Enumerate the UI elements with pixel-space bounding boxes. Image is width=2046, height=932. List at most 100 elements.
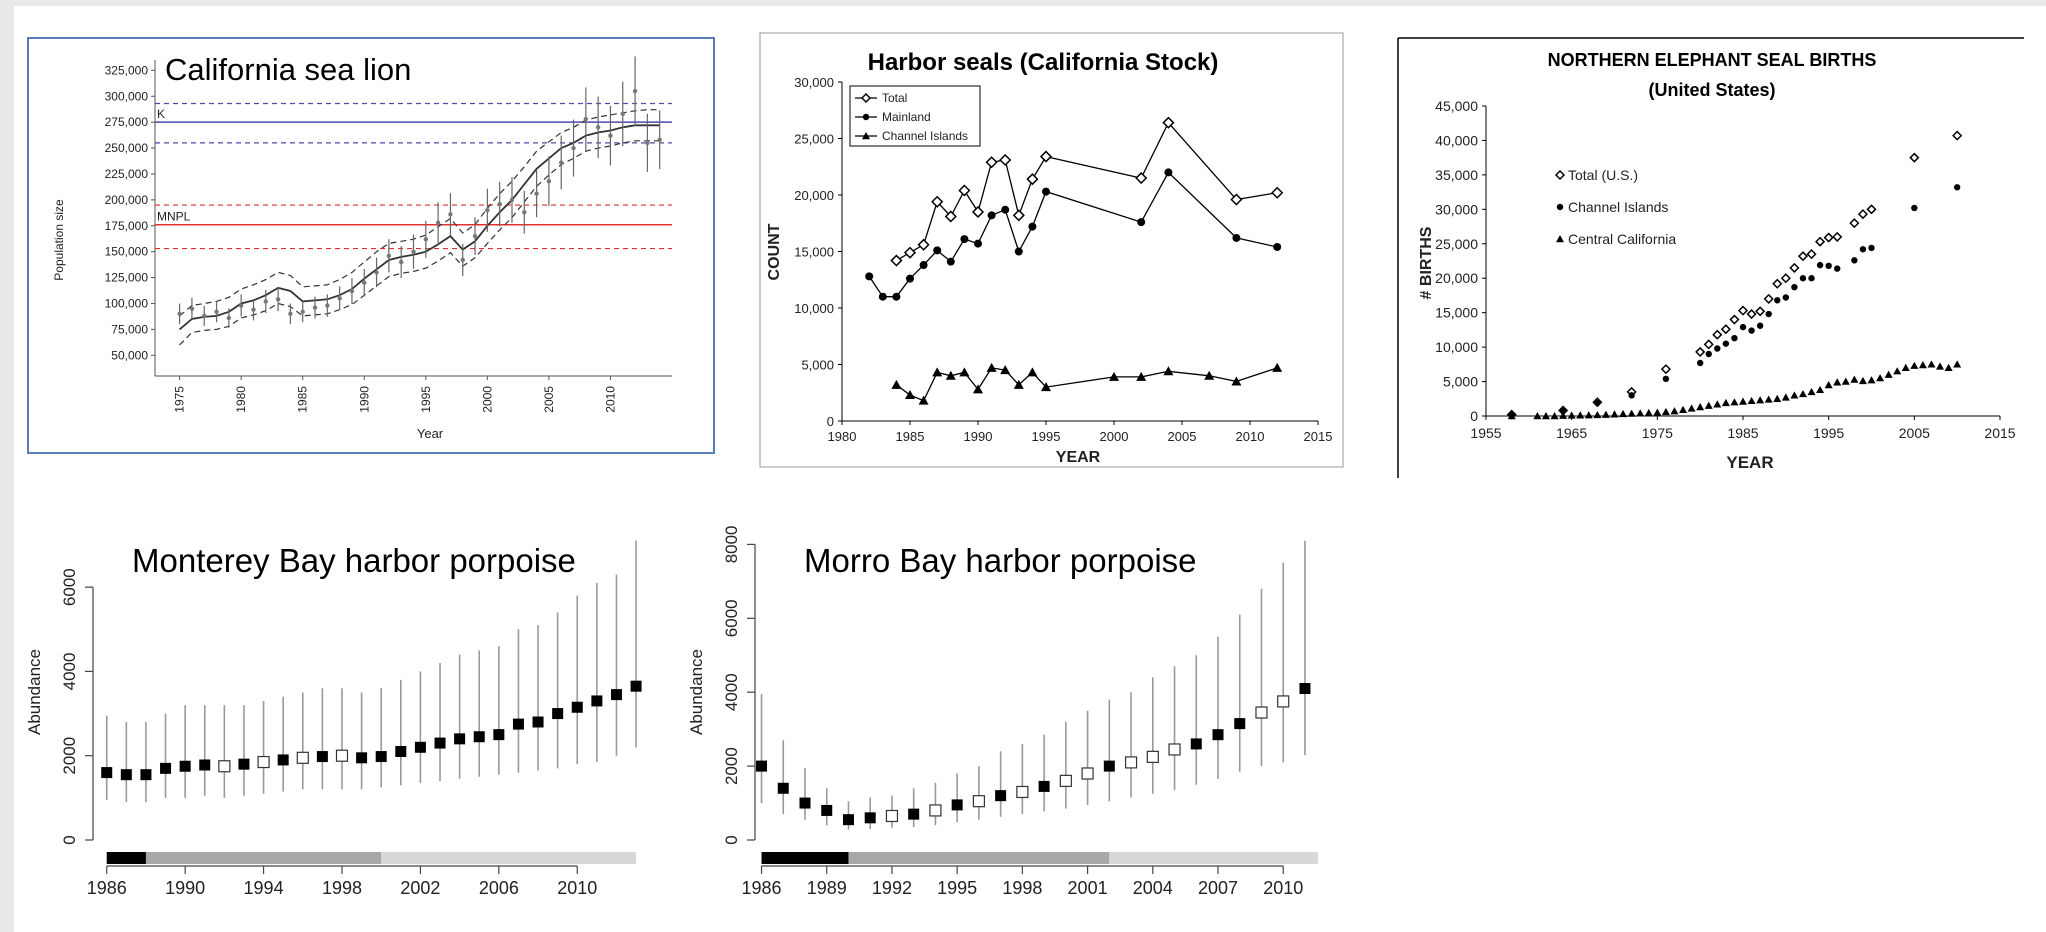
- harbor-seal-legend-label-mainland: Mainland: [882, 110, 931, 124]
- harbor-seal-total-point: [1135, 171, 1148, 185]
- harbor-seal-mainland-point: [1042, 187, 1050, 196]
- elephant-seal-total-u-s--point: [1806, 249, 1817, 260]
- harbor-seal-total-point: [999, 153, 1012, 167]
- elephant-seal-channel-islands-point: [1799, 275, 1807, 282]
- harbor-seal-panel: Harbor seals (California Stock) YEAR COU…: [759, 32, 1344, 468]
- elephant-seal-central-california-point: [1858, 376, 1867, 385]
- elephant-seal-y-tick-label: 30,000: [1435, 201, 1478, 217]
- elephant-seal-central-california-point: [1867, 376, 1876, 384]
- elephant-seal-channel-islands-point: [1559, 407, 1567, 414]
- elephant-seal-central-california-point: [1730, 398, 1739, 406]
- harbor-seal-channel-islands-point: [1231, 376, 1242, 386]
- sea-lion-x-tick-label: 1975: [173, 386, 187, 413]
- elephant-seal-channel-islands-point: [1765, 310, 1772, 318]
- monterey-porpoise-estimate-point: [101, 767, 113, 779]
- elephant-seal-central-california-point: [1807, 387, 1816, 396]
- harbor-seal-mainland-point: [946, 257, 955, 266]
- harbor-seal-total-line: [896, 121, 1278, 262]
- monterey-porpoise-x-tick-label: 1994: [244, 878, 284, 898]
- elephant-seal-central-california-point: [1661, 407, 1670, 416]
- sea-lion-observation-point: [275, 297, 281, 302]
- elephant-seal-channel-islands-point: [1594, 399, 1601, 407]
- sea-lion-observation-point: [497, 201, 502, 207]
- sea-lion-observation-point: [251, 307, 256, 312]
- elephant-seal-central-california-point: [1687, 404, 1696, 412]
- monterey-porpoise-estimate-point: [395, 746, 407, 757]
- morro-porpoise-x-tick-label: 2004: [1133, 878, 1173, 898]
- sea-lion-observation-point: [435, 220, 441, 225]
- harbor-seal-channel-islands-point: [986, 362, 997, 372]
- harbor-seal-mainland-point: [865, 272, 874, 281]
- elephant-seal-y-tick-label: 0: [1470, 408, 1478, 424]
- harbor-seal-legend-marker-channel-islands: [862, 132, 870, 140]
- sea-lion-y-tick-label: 250,000: [105, 141, 149, 155]
- elephant-seal-y-axis-label: # BIRTHS: [1418, 226, 1435, 299]
- harbor-seal-channel-islands-point: [1027, 367, 1038, 377]
- monterey-porpoise-estimate-point: [454, 733, 466, 745]
- elephant-seal-x-tick-label: 1975: [1642, 425, 1673, 441]
- harbor-seal-total-point: [931, 195, 944, 208]
- elephant-seal-channel-islands-point: [1714, 345, 1721, 352]
- sea-lion-observation-point: [632, 88, 638, 94]
- monterey-porpoise-estimate-point: [160, 762, 172, 774]
- morro-porpoise-y-tick-label: 4000: [722, 673, 741, 711]
- harbor-seal-mainland-point: [974, 239, 982, 248]
- sea-lion-y-tick-label: 200,000: [105, 193, 149, 207]
- sea-lion-observation-point: [657, 137, 662, 142]
- monterey-porpoise-estimate-point: [296, 751, 309, 764]
- sea-lion-observation-point: [485, 208, 490, 213]
- elephant-seal-central-california-point: [1764, 395, 1773, 403]
- elephant-seal-total-u-s--point: [1780, 273, 1791, 284]
- sea-lion-observation-point: [177, 311, 182, 317]
- elephant-seal-central-california-point: [1576, 411, 1585, 419]
- elephant-seal-central-california-point: [1833, 378, 1842, 386]
- harbor-seal-mainland-point: [878, 292, 887, 301]
- morro-porpoise-estimate-point: [1168, 743, 1181, 756]
- harbor-seal-legend-marker-mainland: [862, 113, 870, 121]
- elephant-seal-central-california-point: [1876, 374, 1885, 382]
- harbor-seal-channel-islands-point: [1204, 370, 1215, 380]
- elephant-seal-total-u-s--point: [1737, 305, 1749, 316]
- elephant-seal-channel-islands-point: [1662, 375, 1670, 382]
- monterey-porpoise-estimate-point: [610, 689, 622, 701]
- elephant-seal-central-california-point: [1756, 396, 1765, 404]
- sea-lion-observation-point: [534, 191, 539, 196]
- harbor-seal-channel-islands-point: [1013, 379, 1024, 389]
- elephant-seal-y-tick-label: 15,000: [1435, 305, 1478, 321]
- sea-lion-y-axis-label: Population size: [52, 199, 66, 281]
- harbor-seal-mainland-point: [1001, 205, 1010, 214]
- harbor-seal-mainland-point: [1137, 218, 1146, 227]
- morro-porpoise-estimate-point: [1124, 756, 1138, 769]
- harbor-seal-mainland-point: [892, 292, 901, 301]
- morro-porpoise-y-tick-label: 8000: [722, 525, 741, 563]
- harbor-seal-legend-marker-total: [860, 92, 872, 104]
- monterey-porpoise-estimate-point: [218, 760, 231, 773]
- elephant-seal-total-u-s--point: [1789, 262, 1800, 273]
- sea-lion-y-tick-label: 100,000: [105, 296, 149, 310]
- sea-lion-observation-point: [546, 179, 552, 184]
- monterey-porpoise-estimate-point: [277, 754, 289, 766]
- monterey-porpoise-estimate-point: [414, 741, 426, 753]
- morro-porpoise-estimate-point: [929, 804, 942, 817]
- elephant-seal-central-california-point: [1619, 409, 1628, 418]
- morro-porpoise-estimate-point: [777, 782, 789, 794]
- harbor-seal-channel-islands-point: [1000, 365, 1011, 375]
- monterey-porpoise-estimate-point: [257, 755, 270, 769]
- elephant-seal-central-california-point: [1739, 397, 1747, 405]
- morro-porpoise-estimate-point: [1255, 706, 1268, 719]
- harbor-seal-mainland-point: [1273, 242, 1282, 251]
- harbor-seal-y-tick-label: 30,000: [794, 75, 834, 90]
- elephant-seal-y-tick-label: 25,000: [1435, 236, 1478, 252]
- elephant-seal-central-california-point: [1884, 370, 1893, 378]
- sea-lion-observation-point: [202, 313, 207, 319]
- monterey-porpoise-estimate-point: [630, 680, 642, 692]
- harbor-seal-x-tick-label: 1995: [1032, 429, 1061, 444]
- sea-lion-observation-point: [263, 299, 268, 304]
- harbor-seal-channel-islands-point: [1109, 371, 1119, 381]
- elephant-seal-central-california-point: [1953, 360, 1962, 368]
- elephant-seal-central-california-point: [1559, 411, 1568, 419]
- sea-lion-observation-point: [300, 309, 305, 314]
- elephant-seal-channel-islands-point: [1696, 359, 1704, 367]
- elephant-seal-y-tick-label: 40,000: [1435, 132, 1478, 148]
